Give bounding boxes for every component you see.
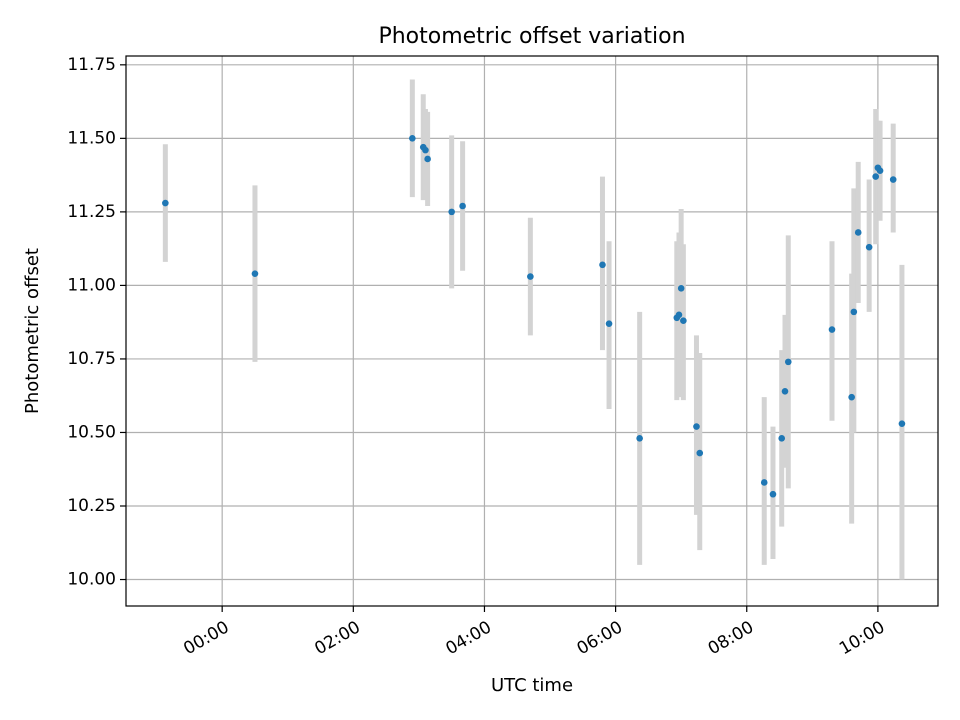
- data-point: [872, 173, 880, 180]
- data-point: [599, 261, 606, 269]
- y-tick-label: 10.75: [67, 349, 116, 369]
- y-axis: 10.00 10.25 10.50 10.75 11.00 11.25 11.50 11.75: [67, 55, 126, 590]
- data-point: [889, 176, 897, 183]
- data-point: [527, 273, 534, 280]
- x-axis-label: UTC time: [491, 675, 573, 696]
- y-tick-label: 11.75: [67, 55, 116, 75]
- y-tick-label: 10.25: [67, 496, 116, 516]
- data-point: [760, 479, 768, 486]
- data-point: [636, 435, 643, 442]
- data-point: [422, 146, 429, 154]
- data-point: [696, 449, 704, 457]
- data-point: [850, 308, 858, 316]
- data-point: [693, 423, 700, 430]
- y-tick-label: 11.25: [67, 202, 116, 222]
- data-point: [605, 320, 613, 327]
- y-axis-label: Photometric offset: [22, 248, 43, 414]
- data-point: [784, 358, 792, 366]
- data-point: [409, 135, 416, 142]
- data-point: [876, 167, 884, 175]
- plot-frame: [125, 55, 939, 607]
- data-point: [781, 387, 789, 395]
- data-point: [162, 199, 169, 207]
- data-point: [828, 326, 836, 333]
- y-tick-label: 10.50: [67, 422, 116, 442]
- chart-title: Photometric offset variation: [378, 24, 685, 49]
- data-point: [424, 155, 431, 163]
- data-point: [778, 435, 786, 442]
- data-point: [251, 270, 259, 277]
- y-tick-label: 11.50: [67, 128, 116, 148]
- data-point: [459, 202, 466, 210]
- data-point: [848, 393, 855, 401]
- data-point: [680, 317, 687, 325]
- data-point: [769, 490, 777, 498]
- data-point: [448, 208, 455, 216]
- data-point: [865, 243, 873, 251]
- data-point: [675, 311, 683, 319]
- y-tick-label: 11.00: [67, 275, 116, 295]
- data-points: [162, 135, 906, 498]
- y-tick-label: 10.00: [67, 570, 116, 590]
- data-point: [854, 229, 862, 236]
- data-point: [677, 285, 685, 292]
- data-point: [898, 420, 906, 427]
